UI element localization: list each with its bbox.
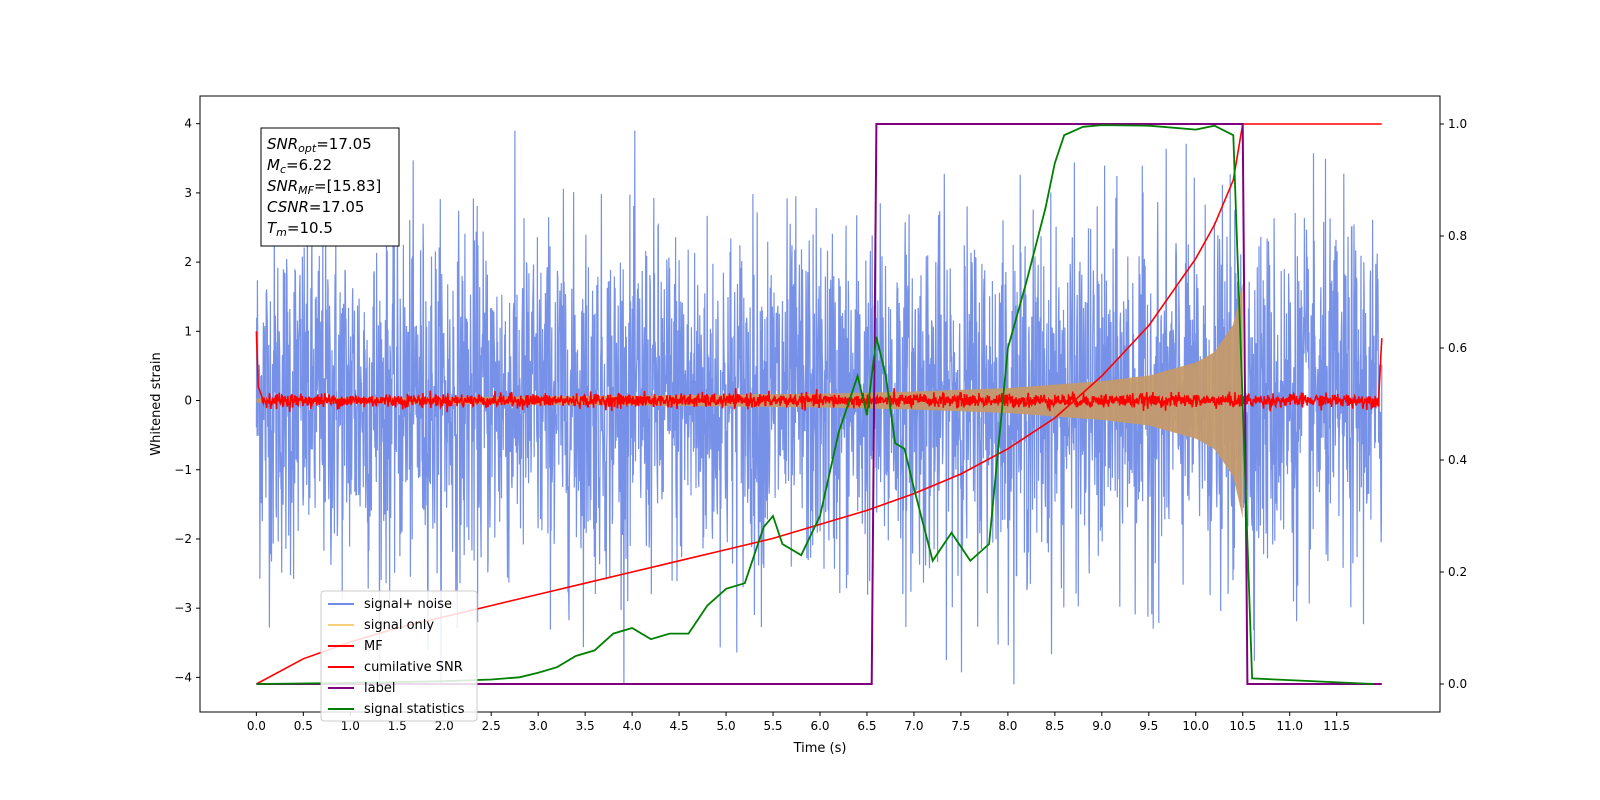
annotation-line: SNRMF=[15.83] — [267, 177, 381, 197]
x-tick-label: 4.5 — [670, 719, 689, 733]
y-left-tick-label: −3 — [174, 601, 192, 615]
x-tick-label: 2.0 — [435, 719, 454, 733]
legend-label: signal statistics — [364, 702, 465, 717]
annotation-line: Mc=6.22 — [267, 156, 332, 176]
series-signal-noise — [255, 130, 1383, 685]
x-tick-label: 8.0 — [998, 719, 1017, 733]
legend-label: label — [364, 681, 395, 696]
y-left-tick-label: 4 — [184, 117, 192, 131]
y-right-tick-label: 0.4 — [1448, 453, 1467, 467]
y-left-tick-label: −4 — [174, 670, 192, 684]
annotation-line: SNRopt=17.05 — [267, 135, 372, 155]
x-tick-label: 7.5 — [951, 719, 970, 733]
ticks-layer: 0.0 0.5 1.0 1.5 2.0 2.5 3.0 3.5 4.0 4.5 5.0 5.5 6.0 6… — [174, 117, 1467, 733]
x-tick-label: 0.5 — [294, 719, 313, 733]
y-left-tick-label: 0 — [184, 394, 192, 408]
x-tick-label: 4.0 — [623, 719, 642, 733]
x-tick-label: 5.0 — [717, 719, 736, 733]
x-tick-label: 5.5 — [763, 719, 782, 733]
legend-frame — [320, 590, 478, 722]
annotation-line: CSNR=17.05 — [267, 198, 364, 216]
x-tick-label: 3.5 — [576, 719, 595, 733]
x-tick-label: 7.0 — [904, 719, 923, 733]
y-left-tick-label: −1 — [174, 463, 192, 477]
y-right-tick-label: 1.0 — [1448, 117, 1467, 131]
x-tick-label: 11.5 — [1323, 719, 1350, 733]
legend-label: cumilative SNR — [364, 660, 463, 675]
x-tick-label: 10.0 — [1182, 719, 1209, 733]
y-axis-label: Whitened strain — [149, 352, 164, 455]
legend-label: signal+ noise — [364, 597, 452, 612]
y-left-tick-label: 1 — [184, 324, 192, 338]
x-tick-label: 8.5 — [1045, 719, 1064, 733]
x-tick-label: 9.5 — [1139, 719, 1158, 733]
annotation-frame — [260, 127, 400, 247]
legend: signal+ noise signal only MF cumilative SNR… — [320, 590, 478, 722]
x-tick-label: 6.0 — [810, 719, 829, 733]
series-label — [256, 123, 1382, 685]
x-tick-label: 3.0 — [529, 719, 548, 733]
x-tick-label: 0.0 — [247, 719, 266, 733]
y-left-tick-label: 3 — [184, 186, 192, 200]
x-tick-label: 1.0 — [341, 719, 360, 733]
y-right-tick-label: 0.8 — [1448, 229, 1467, 243]
x-tick-label: 10.5 — [1229, 719, 1256, 733]
x-tick-label: 9.0 — [1092, 719, 1111, 733]
legend-label: signal only — [364, 618, 434, 633]
annotation-line: Tm=10.5 — [267, 219, 333, 239]
x-tick-label: 6.5 — [857, 719, 876, 733]
y-right-tick-label: 0.2 — [1448, 565, 1467, 579]
series-mf — [255, 331, 1383, 413]
series-signal-statistics — [256, 124, 1375, 685]
y-left-tick-label: −2 — [174, 532, 192, 546]
y-right-tick-label: 0.6 — [1448, 341, 1467, 355]
y-left-tick-label: 2 — [184, 255, 192, 269]
x-tick-label: 2.5 — [482, 719, 501, 733]
x-axis-label: Time (s) — [793, 741, 847, 756]
x-tick-label: 11.0 — [1276, 719, 1303, 733]
legend-label: MF — [364, 639, 383, 654]
annotation-box: SNRopt=17.05Mc=6.22SNRMF=[15.83]CSNR=17.… — [260, 127, 400, 247]
y-right-tick-label: 0.0 — [1448, 677, 1467, 691]
x-tick-label: 1.5 — [388, 719, 407, 733]
